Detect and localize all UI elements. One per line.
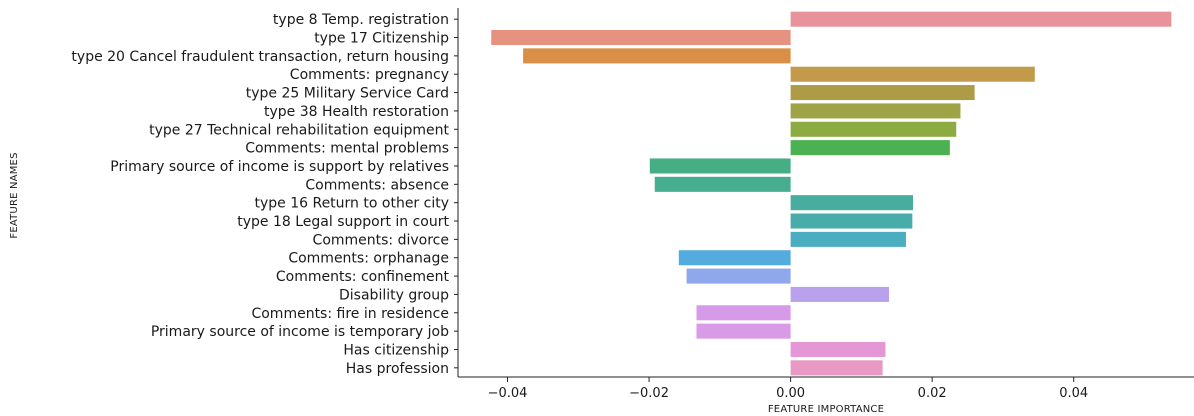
category-label: Comments: fire in residence	[251, 306, 449, 322]
category-label: Comments: orphanage	[288, 251, 449, 267]
x-tick-label: 0.00	[776, 386, 805, 401]
x-tick-label: 0.04	[1059, 386, 1088, 401]
bar-1	[491, 30, 791, 46]
bar-13	[678, 250, 791, 266]
bar-18	[790, 341, 886, 357]
bar-9	[654, 176, 791, 192]
category-label: Comments: mental problems	[245, 141, 449, 157]
bar-7	[790, 140, 950, 156]
x-axis-title: FEATURE IMPORTANCE	[768, 404, 884, 415]
category-label: Primary source of income is support by r…	[110, 159, 449, 175]
bar-2	[523, 48, 791, 64]
category-label: type 17 Citizenship	[314, 31, 449, 47]
category-label: Disability group	[339, 287, 449, 303]
y-axis-title: FEATURE NAMES	[9, 152, 20, 238]
bar-4	[790, 85, 975, 101]
bar-6	[790, 121, 957, 137]
category-label: Has citizenship	[343, 342, 449, 358]
x-tick-label: −0.04	[488, 386, 528, 401]
bar-3	[790, 66, 1035, 82]
category-label: type 38 Health restoration	[264, 104, 449, 120]
bar-8	[649, 158, 791, 174]
bar-14	[686, 268, 791, 284]
category-label: type 16 Return to other city	[254, 196, 449, 212]
category-labels-group: type 8 Temp. registration type 17 Citizen…	[71, 12, 458, 377]
bar-15	[790, 286, 889, 302]
bar-5	[790, 103, 961, 119]
bar-17	[696, 323, 791, 339]
category-label: Comments: pregnancy	[290, 67, 449, 83]
bar-0	[790, 11, 1172, 27]
category-label: Has profession	[346, 361, 449, 377]
x-tick-label: −0.02	[629, 386, 669, 401]
category-label: type 18 Legal support in court	[237, 214, 449, 230]
category-label: type 25 Military Service Card	[246, 86, 449, 102]
category-label: type 27 Technical rehabilitation equipme…	[149, 122, 449, 138]
category-label: type 8 Temp. registration	[273, 12, 449, 28]
bar-11	[790, 213, 913, 229]
bar-12	[790, 231, 906, 247]
category-label: Comments: confinement	[276, 269, 450, 285]
x-tick-label: 0.02	[918, 386, 947, 401]
category-label: Comments: divorce	[313, 232, 449, 248]
bar-16	[696, 305, 791, 321]
category-label: type 20 Cancel fraudulent transaction, r…	[71, 49, 449, 65]
bar-19	[790, 360, 883, 376]
bar-10	[790, 195, 914, 211]
category-label: Primary source of income is temporary jo…	[151, 324, 449, 340]
x-ticks-group: −0.04 −0.02 0.00 0.02 0.04	[488, 377, 1088, 401]
category-label: Comments: absence	[305, 177, 449, 193]
bars-group	[491, 11, 1172, 376]
